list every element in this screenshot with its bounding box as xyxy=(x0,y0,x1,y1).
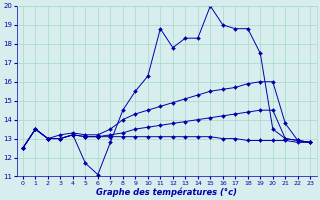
X-axis label: Graphe des températures (°c): Graphe des températures (°c) xyxy=(96,187,237,197)
